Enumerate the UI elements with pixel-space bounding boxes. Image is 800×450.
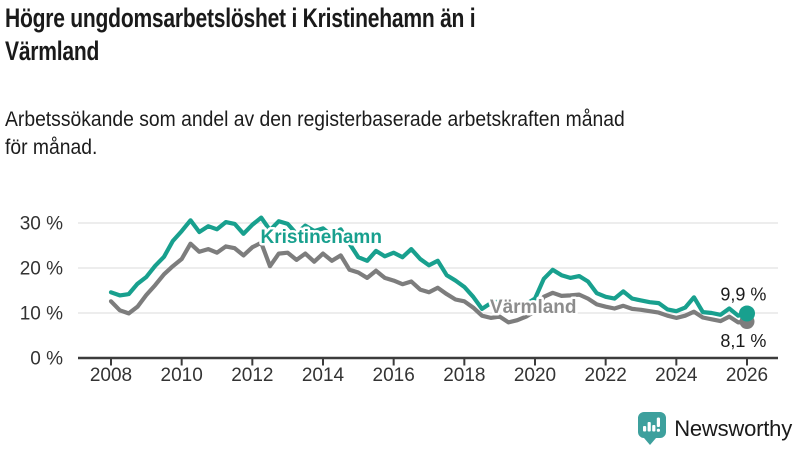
newsworthy-chart-bubble-icon bbox=[638, 412, 667, 445]
x-tick-label: 2020 bbox=[514, 365, 556, 386]
x-tick-label: 2022 bbox=[585, 365, 627, 386]
y-tick-label: 20 % bbox=[20, 259, 63, 280]
x-tick-label: 2018 bbox=[443, 365, 485, 386]
newsworthy-logo: Newsworthy bbox=[636, 411, 792, 446]
x-tick-label: 2014 bbox=[302, 365, 345, 386]
x-tick-label: 2024 bbox=[655, 365, 698, 386]
end-point-kristinehamn bbox=[738, 305, 755, 322]
x-tick-label: 2016 bbox=[373, 365, 415, 386]
chart-annotation: 8,1 % bbox=[720, 331, 766, 351]
chart-title-line-1: Högre ungdomsarbetslöshet i Kristinehamn… bbox=[5, 3, 476, 33]
x-tick-label: 2010 bbox=[161, 365, 203, 386]
y-tick-label: 0 % bbox=[30, 349, 63, 370]
x-tick-label: 2008 bbox=[90, 365, 132, 386]
brand-name: Newsworthy bbox=[674, 415, 792, 441]
y-tick-label: 30 % bbox=[20, 214, 63, 235]
chart-subtitle-line-1: Arbetssökande som andel av den registerb… bbox=[5, 108, 625, 131]
y-tick-label: 10 % bbox=[20, 304, 63, 325]
chart-subtitle: Arbetssökande som andel av den registerb… bbox=[5, 106, 625, 162]
line-chart: 2008 2010 2012 2014 2016 2018 2020 2022 2024 2026… bbox=[20, 214, 778, 386]
chart-title-line-2: Värmland bbox=[5, 36, 100, 66]
x-tick-label: 2012 bbox=[231, 365, 273, 386]
chart-area: 2008 2010 2012 2014 2016 2018 2020 2022 2024 2026… bbox=[0, 190, 800, 400]
chart-annotation: Kristinehamn bbox=[261, 227, 382, 248]
chart-title: Högre ungdomsarbetslöshet i Kristinehamn… bbox=[5, 2, 476, 68]
series-line-värmland bbox=[108, 240, 750, 325]
chart-subtitle-line-2: för månad. bbox=[5, 136, 98, 159]
series-line-kristinehamn bbox=[108, 215, 750, 318]
chart-annotation: Värmland bbox=[490, 297, 577, 318]
x-tick-label: 2026 bbox=[726, 365, 768, 386]
chart-annotation: 9,9 % bbox=[720, 284, 766, 304]
